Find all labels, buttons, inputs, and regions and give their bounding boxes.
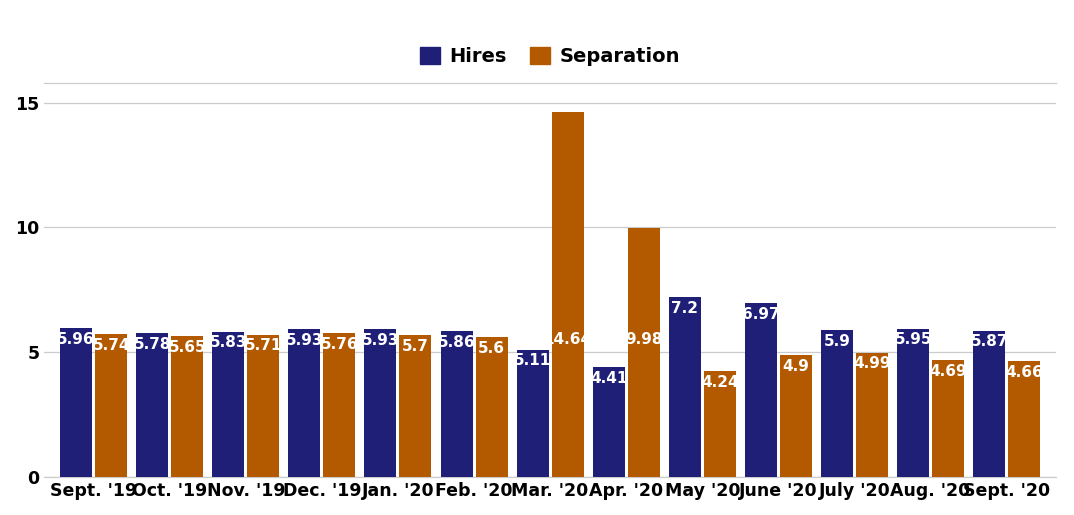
Legend: Hires, Separation: Hires, Separation (415, 41, 685, 72)
Text: 5.9: 5.9 (824, 334, 851, 349)
Bar (821, 330, 853, 477)
Text: 4.66: 4.66 (1005, 365, 1043, 380)
Text: 5.96: 5.96 (57, 332, 95, 347)
Bar (400, 335, 432, 477)
Text: 5.95: 5.95 (895, 332, 932, 347)
Text: 5.87: 5.87 (971, 334, 1007, 349)
Text: 7.2: 7.2 (671, 301, 698, 316)
Bar (364, 329, 396, 477)
Text: 4.99: 4.99 (853, 356, 890, 371)
Bar (171, 336, 203, 477)
Bar (627, 228, 659, 477)
Bar (973, 331, 1005, 477)
Bar (669, 297, 700, 477)
Text: 5.65: 5.65 (169, 340, 206, 355)
Bar (136, 333, 169, 477)
Bar (703, 371, 736, 477)
Bar (247, 335, 279, 477)
Text: 4.69: 4.69 (929, 364, 967, 379)
Text: 5.78: 5.78 (133, 336, 171, 352)
Bar (1008, 361, 1040, 477)
Text: 5.93: 5.93 (286, 333, 323, 348)
Bar (323, 333, 355, 477)
Text: 5.6: 5.6 (478, 341, 505, 356)
Text: 4.24: 4.24 (701, 375, 739, 390)
Bar (745, 303, 777, 477)
Text: 5.74: 5.74 (92, 337, 130, 353)
Text: 5.7: 5.7 (402, 338, 429, 353)
Bar (932, 360, 964, 477)
Bar (288, 329, 320, 477)
Text: 5.71: 5.71 (245, 338, 282, 353)
Bar (897, 329, 929, 477)
Bar (476, 337, 508, 477)
Text: 5.93: 5.93 (362, 333, 400, 348)
Bar (593, 367, 625, 477)
Text: 4.9: 4.9 (783, 358, 810, 373)
Bar (856, 353, 888, 477)
Text: 5.86: 5.86 (438, 335, 476, 350)
Text: 4.41: 4.41 (590, 371, 627, 386)
Bar (96, 334, 127, 477)
Text: 6.97: 6.97 (742, 307, 780, 322)
Bar (552, 112, 583, 477)
Bar (440, 331, 473, 477)
Text: 5.11: 5.11 (514, 353, 551, 368)
Bar (780, 355, 812, 477)
Text: 14.64: 14.64 (543, 332, 592, 347)
Text: 5.76: 5.76 (320, 337, 358, 352)
Bar (517, 350, 549, 477)
Bar (213, 332, 244, 477)
Text: 5.83: 5.83 (209, 335, 247, 350)
Bar (60, 328, 92, 477)
Text: 9.98: 9.98 (625, 332, 663, 347)
